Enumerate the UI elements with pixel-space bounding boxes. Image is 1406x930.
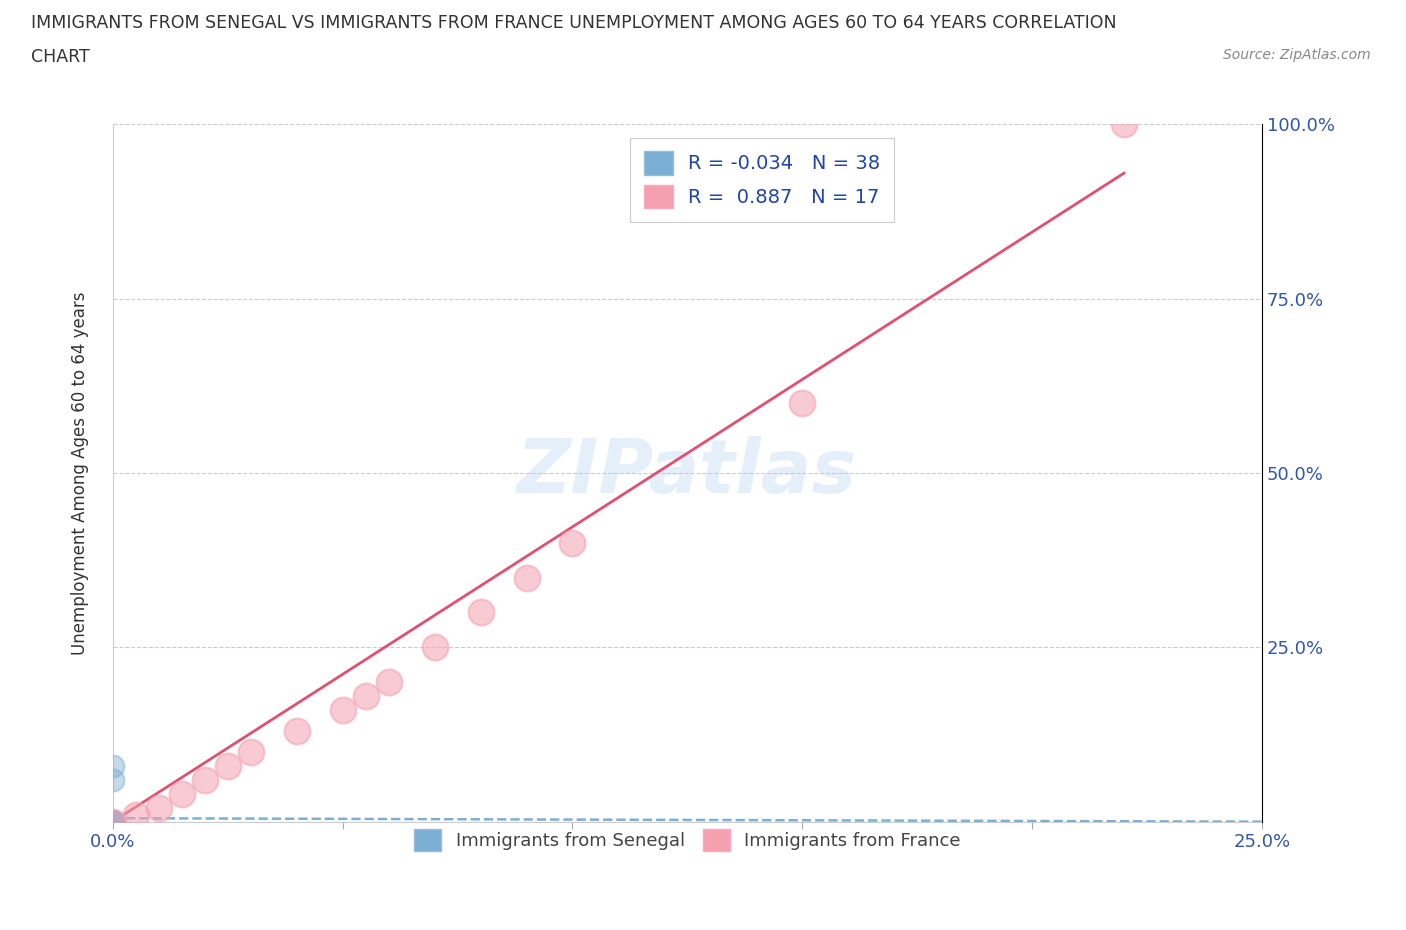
Point: [194, 773, 217, 788]
Point: [101, 815, 124, 830]
Point: [101, 773, 124, 788]
Point: [101, 815, 124, 830]
Point: [148, 801, 170, 816]
Point: [101, 815, 124, 830]
Point: [101, 815, 124, 830]
Point: [792, 396, 814, 411]
Point: [1112, 117, 1135, 132]
Point: [239, 745, 262, 760]
Point: [101, 815, 124, 830]
Point: [101, 815, 124, 830]
Text: IMMIGRANTS FROM SENEGAL VS IMMIGRANTS FROM FRANCE UNEMPLOYMENT AMONG AGES 60 TO : IMMIGRANTS FROM SENEGAL VS IMMIGRANTS FR…: [31, 14, 1116, 32]
Point: [101, 815, 124, 830]
Point: [101, 815, 124, 830]
Point: [101, 815, 124, 830]
Text: CHART: CHART: [31, 48, 90, 66]
Point: [101, 815, 124, 830]
Point: [101, 759, 124, 774]
Point: [101, 815, 124, 830]
Point: [101, 815, 124, 830]
Point: [101, 815, 124, 830]
Point: [101, 815, 124, 830]
Point: [101, 815, 124, 830]
Point: [125, 807, 148, 822]
Point: [101, 815, 124, 830]
Text: ZIPatlas: ZIPatlas: [517, 436, 858, 510]
Point: [217, 759, 239, 774]
Point: [101, 815, 124, 830]
Point: [101, 815, 124, 830]
Point: [101, 815, 124, 830]
Y-axis label: Unemployment Among Ages 60 to 64 years: Unemployment Among Ages 60 to 64 years: [72, 291, 89, 655]
Text: Source: ZipAtlas.com: Source: ZipAtlas.com: [1223, 48, 1371, 62]
Point: [101, 815, 124, 830]
Point: [101, 815, 124, 830]
Point: [101, 815, 124, 830]
Point: [101, 815, 124, 830]
Point: [470, 605, 492, 620]
Point: [101, 815, 124, 830]
Point: [101, 815, 124, 830]
Point: [285, 724, 308, 738]
Point: [101, 815, 124, 830]
Point: [101, 815, 124, 830]
Point: [101, 815, 124, 830]
Point: [423, 640, 446, 655]
Point: [101, 815, 124, 830]
Point: [101, 815, 124, 830]
Point: [101, 815, 124, 830]
Point: [377, 675, 399, 690]
Legend: Immigrants from Senegal, Immigrants from France: Immigrants from Senegal, Immigrants from…: [406, 821, 967, 858]
Point: [101, 815, 124, 830]
Point: [101, 815, 124, 830]
Point: [561, 536, 583, 551]
Point: [101, 815, 124, 830]
Point: [101, 815, 124, 830]
Point: [101, 815, 124, 830]
Point: [170, 787, 193, 802]
Point: [332, 703, 354, 718]
Point: [101, 815, 124, 830]
Point: [515, 570, 537, 585]
Point: [354, 689, 377, 704]
